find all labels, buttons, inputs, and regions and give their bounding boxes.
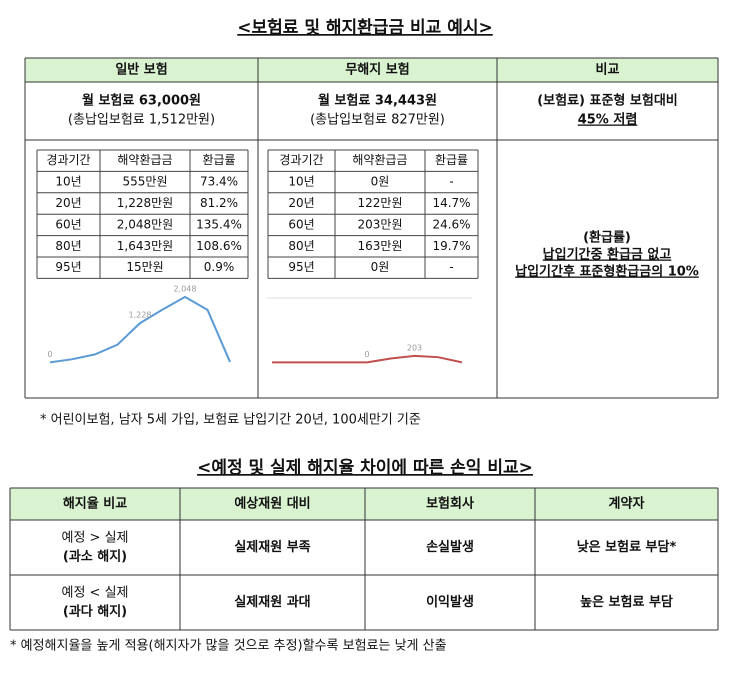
header-cell: 해지율 비교 bbox=[63, 496, 127, 512]
header-cell: 비교 bbox=[596, 63, 620, 78]
footnote: * 예정해지율을 높게 적용(해지자가 많을 것으로 추정)할수록 보험료는 낮… bbox=[10, 639, 447, 654]
sub-cell: 24.6% bbox=[432, 217, 470, 231]
header-bg bbox=[25, 58, 718, 82]
line-series bbox=[272, 354, 463, 364]
cell: 예정 < 실제 bbox=[62, 586, 129, 601]
sub-cell: 14.7% bbox=[432, 196, 470, 210]
data-label: 203 bbox=[407, 343, 422, 352]
title: <보험료 및 해지환급금 비교 예시> bbox=[237, 17, 492, 38]
sub-cell: 19.7% bbox=[432, 239, 470, 253]
footnote: * 어린이보험, 남자 5세 가입, 보험료 납입기간 20년, 100세만기 … bbox=[40, 413, 421, 428]
cell: (과다 해지) bbox=[63, 604, 127, 620]
header-cell: 계약자 bbox=[609, 496, 645, 512]
sub-cell: 15만원 bbox=[126, 260, 163, 274]
cell: 실제재원 과대 bbox=[234, 594, 310, 610]
sub-cell: 경과기간 bbox=[279, 153, 323, 167]
sub-cell: 203만원 bbox=[358, 217, 403, 231]
cell: (총납입보험료 1,512만원) bbox=[68, 113, 215, 128]
data-label: 0 bbox=[47, 350, 52, 359]
sub-cell: 20년 bbox=[288, 196, 314, 210]
sub-cell: 135.4% bbox=[196, 217, 242, 231]
cell: 실제재원 부족 bbox=[234, 539, 310, 555]
sub-cell: 20년 bbox=[55, 196, 81, 210]
sub-cell: 80년 bbox=[288, 239, 314, 253]
cell: (보험료) 표준형 보험대비 bbox=[537, 93, 678, 109]
sub-cell: 122만원 bbox=[358, 196, 403, 210]
header-cell: 무해지 보험 bbox=[345, 62, 409, 78]
sub-cell: 1,228만원 bbox=[117, 196, 173, 210]
note: 납입기간후 표준형환급금의 10% bbox=[515, 264, 699, 280]
note: 납입기간중 환급금 없고 bbox=[543, 247, 672, 263]
cell: 45% 저렴 bbox=[578, 113, 638, 128]
sub-cell: - bbox=[449, 260, 453, 274]
sub-cell: 해약환급금 bbox=[117, 152, 172, 167]
data-label: 2,048 bbox=[174, 284, 197, 293]
header-cell: 보험회사 bbox=[426, 496, 474, 512]
cell: 이익발생 bbox=[426, 594, 474, 610]
sub-cell: 0.9% bbox=[204, 260, 235, 274]
sub-cell: 환급률 bbox=[435, 153, 468, 167]
sub-cell: 60년 bbox=[55, 217, 81, 231]
sub-cell: 163만원 bbox=[358, 239, 403, 253]
sub-cell: 108.6% bbox=[196, 239, 242, 253]
title: <예정 및 실제 해지율 차이에 따른 손익 비교> bbox=[197, 458, 533, 478]
sub-cell: - bbox=[449, 175, 453, 189]
cell: (과소 해지) bbox=[63, 549, 127, 565]
sub-cell: 73.4% bbox=[200, 175, 238, 189]
sub-cell: 환급률 bbox=[202, 153, 235, 167]
sub-cell: 555만원 bbox=[123, 175, 168, 189]
sub-cell: 80년 bbox=[55, 239, 81, 253]
sub-cell: 81.2% bbox=[200, 196, 238, 210]
cell: 손실발생 bbox=[426, 539, 474, 555]
cell: 예정 > 실제 bbox=[62, 531, 129, 546]
sub-cell: 95년 bbox=[288, 260, 314, 274]
sub-cell: 95년 bbox=[55, 260, 81, 274]
sub-cell: 10년 bbox=[55, 175, 81, 189]
data-label: 1,228 bbox=[129, 311, 152, 320]
sub-cell: 0원 bbox=[371, 175, 390, 189]
sub-cell: 1,643만원 bbox=[117, 239, 173, 253]
sub-cell: 10년 bbox=[288, 175, 314, 189]
cell: 월 보험료 34,443원 bbox=[318, 93, 437, 109]
cell: 낮은 보험료 부담* bbox=[577, 539, 677, 555]
sub-cell: 2,048만원 bbox=[117, 217, 173, 231]
cell: 높은 보험료 부담 bbox=[580, 594, 673, 610]
cell: 월 보험료 63,000원 bbox=[82, 93, 201, 109]
sub-cell: 0원 bbox=[371, 260, 390, 274]
sub-cell: 해약환급금 bbox=[352, 152, 407, 167]
data-label: 0 bbox=[364, 350, 369, 359]
sub-cell: 경과기간 bbox=[46, 153, 90, 167]
header-cell: 일반 보험 bbox=[115, 62, 167, 78]
note: (환급률) bbox=[583, 230, 631, 246]
header-cell: 예상재원 대비 bbox=[234, 496, 310, 512]
line-series bbox=[49, 295, 231, 364]
header-bg bbox=[10, 488, 718, 520]
cell: (총납입보험료 827만원) bbox=[310, 113, 445, 128]
sub-cell: 60년 bbox=[288, 217, 314, 231]
